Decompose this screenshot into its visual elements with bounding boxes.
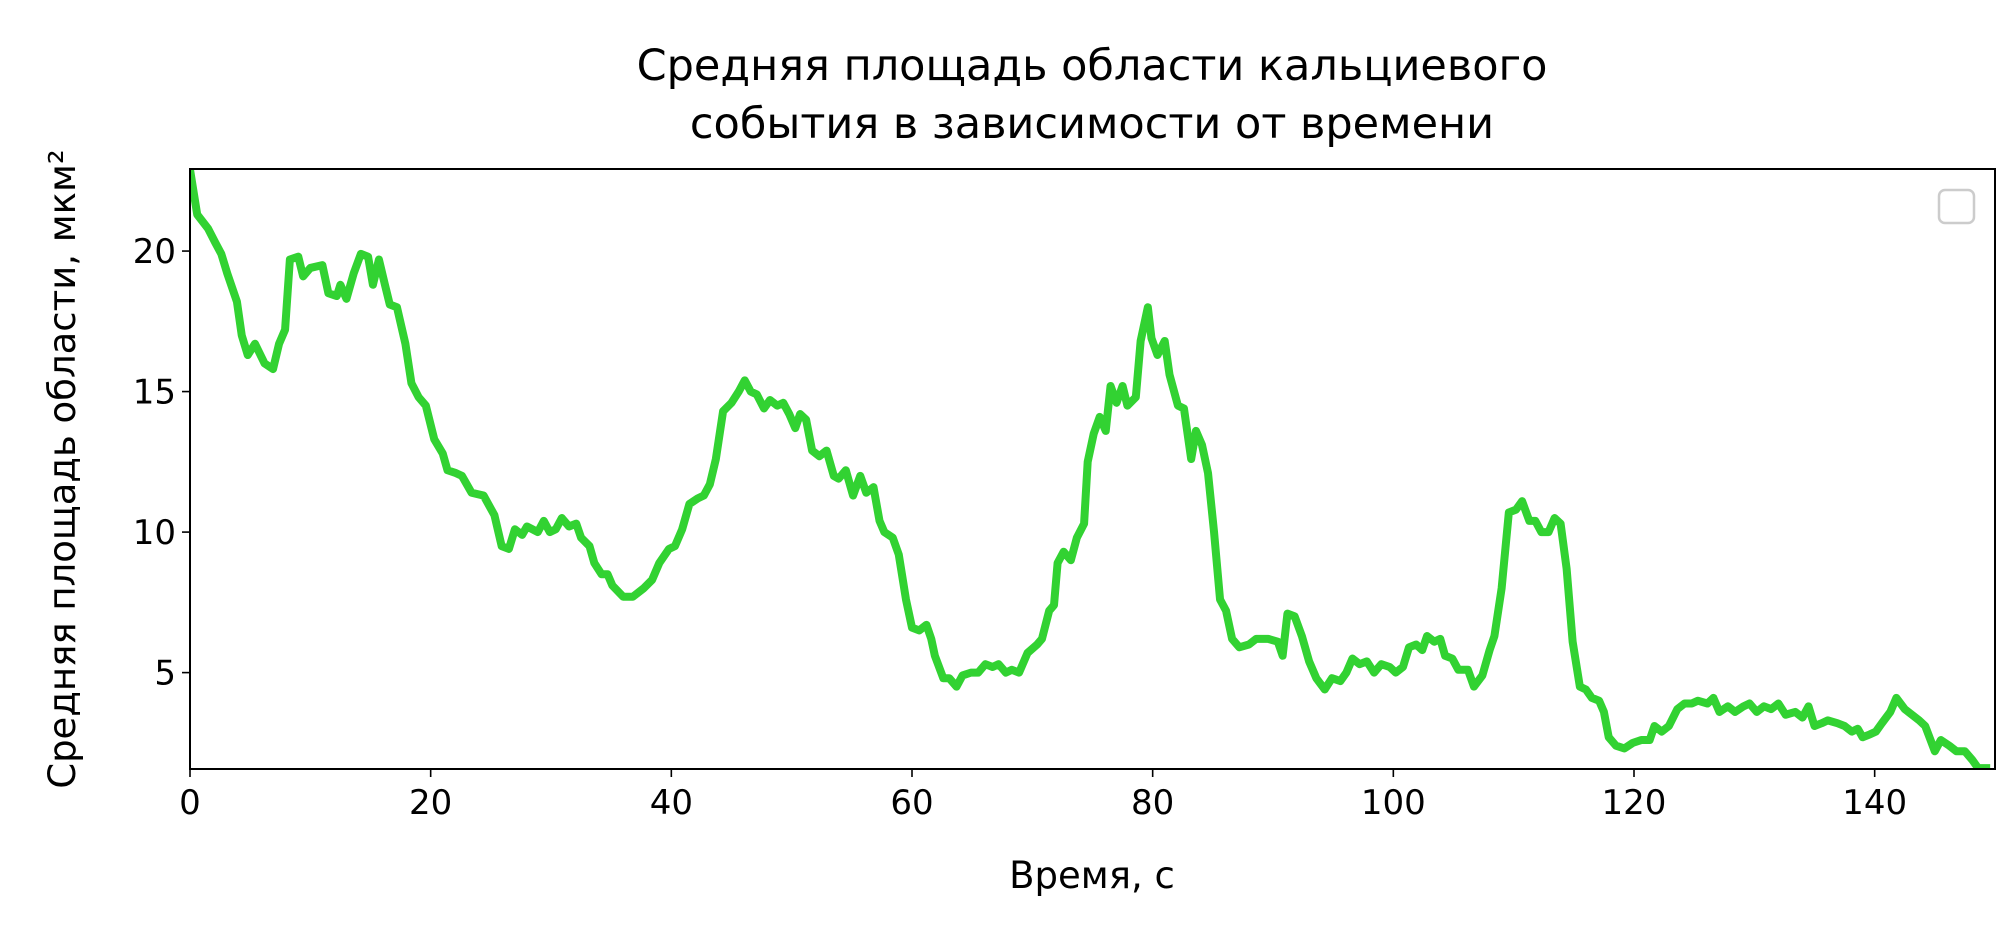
x-axis-label: Время, с [1009, 854, 1175, 897]
chart-title: Средняя площадь области кальциевого событ… [637, 41, 1548, 149]
y-tick-label: 5 [154, 654, 176, 694]
x-tick-label: 60 [890, 783, 933, 823]
x-tick-label: 80 [1131, 783, 1174, 823]
x-tick-label: 0 [179, 783, 201, 823]
x-tick-label: 20 [409, 783, 452, 823]
x-tick-label: 120 [1602, 783, 1667, 823]
y-tick-label: 20 [133, 232, 176, 272]
x-tick-label: 100 [1361, 783, 1426, 823]
plot-frame [189, 168, 1996, 770]
legend [1937, 188, 1976, 225]
y-tick-label: 10 [133, 513, 176, 553]
y-axis-label: Средняя площадь области, мкм² [41, 149, 84, 789]
y-tick-label: 15 [133, 373, 176, 413]
data-line [190, 169, 1991, 769]
x-tick-label: 140 [1842, 783, 1907, 823]
x-tick-label: 40 [650, 783, 693, 823]
